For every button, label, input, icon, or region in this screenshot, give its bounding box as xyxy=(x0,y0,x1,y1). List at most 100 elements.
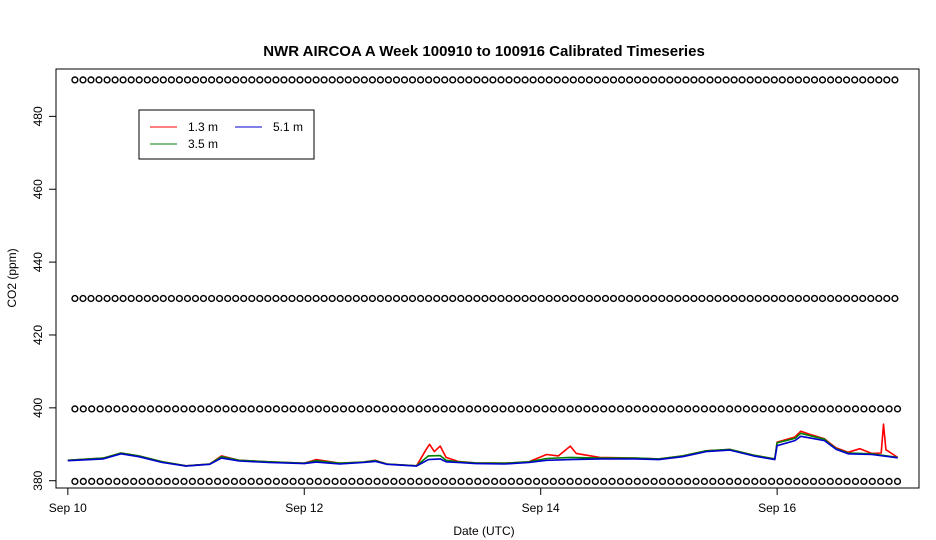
calibration-point xyxy=(714,294,722,303)
calibration-point xyxy=(127,294,135,303)
calibration-point xyxy=(104,405,113,413)
calibration-point xyxy=(851,405,860,413)
calibration-point xyxy=(507,405,516,413)
calibration-point xyxy=(304,294,312,303)
calibration-point xyxy=(408,294,417,303)
calibration-point xyxy=(306,477,314,486)
calibration-point xyxy=(381,477,390,486)
calibration-point xyxy=(859,294,867,303)
calibration-point xyxy=(441,76,449,84)
calibration-point xyxy=(692,405,700,413)
calibration-point xyxy=(633,477,641,486)
calibration-point xyxy=(851,477,860,486)
calibration-point xyxy=(180,477,188,486)
calibration-point xyxy=(121,405,129,413)
calibration-point xyxy=(256,405,264,413)
calibration-point xyxy=(553,294,561,303)
calibration-point xyxy=(392,294,401,303)
calibration-point xyxy=(172,405,180,413)
calibration-point xyxy=(722,76,730,84)
calibration-point xyxy=(146,405,155,413)
calibration-point xyxy=(339,477,348,486)
calibration-point xyxy=(130,405,138,413)
calibration-point xyxy=(331,477,339,486)
calibration-point xyxy=(339,405,348,413)
y-tick-label: 420 xyxy=(31,325,45,345)
calibration-point xyxy=(770,294,778,303)
calibration-point xyxy=(425,76,433,84)
calibration-point xyxy=(222,477,230,486)
calibration-point xyxy=(762,294,770,303)
calibration-point xyxy=(834,294,843,303)
calibration-point xyxy=(432,405,440,413)
calibration-point xyxy=(698,294,706,303)
calibration-point xyxy=(197,405,205,413)
calibration-point xyxy=(802,294,811,303)
calibration-point xyxy=(96,477,104,486)
calibration-point xyxy=(717,405,725,413)
calibration-point xyxy=(577,294,586,303)
calibration-point xyxy=(883,76,891,84)
calibration-point xyxy=(71,477,79,486)
calibration-point xyxy=(842,294,851,303)
calibration-point xyxy=(885,405,893,413)
calibration-point xyxy=(574,477,583,486)
calibration-point xyxy=(240,76,248,84)
calibration-point xyxy=(167,294,176,303)
calibration-point xyxy=(264,76,272,84)
calibration-point xyxy=(423,405,432,413)
calibration-point xyxy=(585,76,594,84)
calibration-point xyxy=(818,477,826,486)
calibration-point xyxy=(778,76,786,84)
calibration-point xyxy=(87,294,95,303)
calibration-point xyxy=(288,76,296,84)
calibration-point xyxy=(138,477,146,486)
calibration-point xyxy=(381,405,390,413)
calibration-point xyxy=(524,477,532,486)
calibration-point xyxy=(513,76,521,84)
calibration-point xyxy=(658,477,667,486)
calibration-point xyxy=(365,405,373,413)
calibration-point xyxy=(88,477,96,486)
calibration-point xyxy=(88,405,96,413)
calibration-point xyxy=(569,294,577,303)
calibration-point xyxy=(633,76,642,84)
calibration-point xyxy=(891,294,899,303)
y-tick-label: 460 xyxy=(31,179,45,199)
calibration-point xyxy=(175,76,184,84)
calibration-point xyxy=(642,405,650,413)
calibration-point xyxy=(569,76,577,84)
calibration-point xyxy=(314,405,322,413)
calibration-point xyxy=(826,76,835,84)
calibration-point xyxy=(440,405,448,413)
calibration-point xyxy=(352,294,360,303)
calibration-point xyxy=(633,405,641,413)
calibration-point xyxy=(810,76,819,84)
calibration-point xyxy=(516,477,524,486)
calibration-point xyxy=(188,477,197,486)
calibration-point xyxy=(513,294,521,303)
calibration-point xyxy=(868,477,876,486)
calibration-point xyxy=(474,405,482,413)
calibration-point xyxy=(465,294,473,303)
calibration-point xyxy=(826,294,835,303)
calibration-point xyxy=(474,477,482,486)
calibration-point xyxy=(690,294,698,303)
calibration-point xyxy=(818,294,827,303)
calibration-point xyxy=(289,405,297,413)
calibration-point xyxy=(348,405,356,413)
calibration-point xyxy=(650,294,658,303)
calibration-point xyxy=(323,477,331,486)
calibration-point xyxy=(344,76,352,84)
series-line-5-1-m xyxy=(67,435,898,467)
calibration-point xyxy=(390,405,398,413)
calibration-point xyxy=(709,405,717,413)
calibration-point xyxy=(103,76,111,84)
calibration-point xyxy=(214,477,222,486)
calibration-point xyxy=(877,477,885,486)
calibration-point xyxy=(365,477,373,486)
calibration-point xyxy=(675,405,683,413)
calibration-point xyxy=(482,405,490,413)
calibration-point xyxy=(751,405,759,413)
calibration-point xyxy=(172,477,180,486)
